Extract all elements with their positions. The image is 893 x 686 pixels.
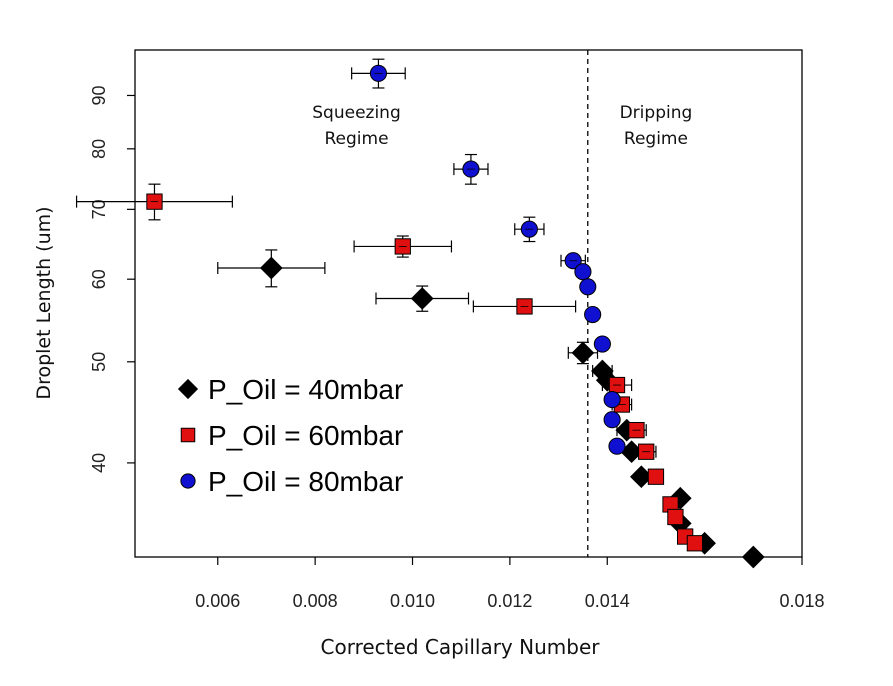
- y-axis: 40 50 60 70 80 90: [89, 85, 135, 473]
- series-square: [75, 183, 704, 552]
- y-tick-label: 50: [89, 352, 109, 372]
- regime-annotation: Regime: [324, 129, 388, 149]
- legend-entry: P_Oil = 40mbar: [208, 374, 403, 405]
- legend-entry: P_Oil = 80mbar: [208, 466, 403, 497]
- x-axis-label: Corrected Capillary Number: [321, 635, 601, 659]
- data-point: [647, 468, 665, 485]
- data-point: [608, 437, 626, 455]
- legend: P_Oil = 40mbar P_Oil = 60mbar P_Oil = 80mb…: [177, 374, 403, 497]
- data-point: [584, 305, 602, 324]
- y-axis-label: Droplet Length (um): [33, 206, 55, 399]
- x-tick-label: 0.014: [585, 591, 630, 611]
- legend-entry: P_Oil = 60mbar: [208, 420, 403, 451]
- data-point: [603, 411, 621, 429]
- x-axis: 0.006 0.008 0.010 0.012 0.014 0.018: [195, 557, 825, 611]
- regime-annotation: Squeezing: [312, 103, 401, 123]
- x-tick-label: 0.018: [779, 591, 824, 611]
- legend-marker: [180, 427, 196, 443]
- plot-frame: [134, 49, 803, 558]
- y-tick-label: 80: [89, 139, 109, 159]
- data-point: [667, 508, 684, 526]
- data-points: [75, 58, 765, 569]
- legend-marker: [180, 473, 196, 489]
- series-circle: [351, 58, 626, 455]
- data-point: [593, 335, 611, 353]
- y-tick-label: 40: [89, 453, 109, 473]
- data-point: [574, 263, 592, 281]
- data-point: [686, 535, 704, 552]
- x-tick-label: 0.006: [195, 591, 240, 611]
- regime-annotation: Dripping: [620, 103, 693, 123]
- legend-marker: [177, 378, 199, 400]
- regime-annotation: Regime: [624, 129, 688, 149]
- x-tick-label: 0.008: [293, 591, 338, 611]
- annotations: Squeezing Regime Dripping Regime: [312, 103, 692, 149]
- x-tick-label: 0.012: [487, 591, 532, 611]
- x-tick-label: 0.010: [390, 591, 435, 611]
- data-point: [579, 278, 597, 296]
- data-point: [603, 391, 621, 409]
- y-tick-label: 90: [89, 85, 109, 105]
- data-point: [741, 545, 765, 569]
- y-tick-label: 60: [89, 269, 109, 289]
- y-tick-label: 70: [89, 199, 109, 219]
